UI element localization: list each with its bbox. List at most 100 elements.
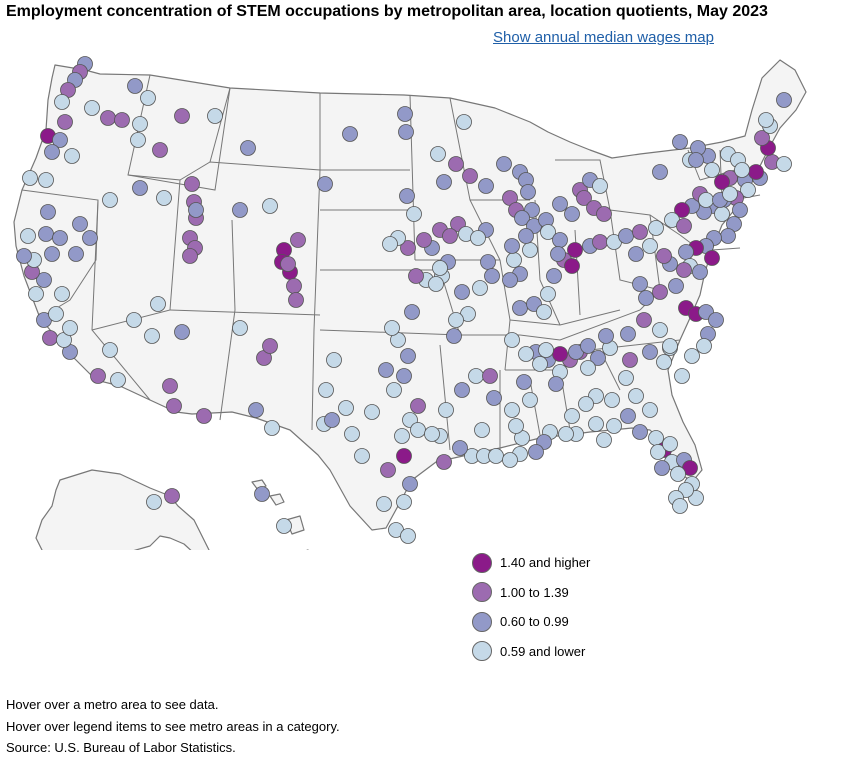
- metro-point-mid-high[interactable]: [676, 218, 692, 234]
- metro-point-high[interactable]: [552, 346, 568, 362]
- metro-point-high[interactable]: [704, 250, 720, 266]
- metro-point-mid-low[interactable]: [732, 202, 748, 218]
- metro-point-low[interactable]: [20, 228, 36, 244]
- metro-point-mid-high[interactable]: [42, 330, 58, 346]
- metro-point-low[interactable]: [776, 156, 792, 172]
- metro-point-low[interactable]: [618, 370, 634, 386]
- metro-point-mid-high[interactable]: [448, 156, 464, 172]
- metro-point-mid-low[interactable]: [638, 290, 654, 306]
- metro-point-mid-high[interactable]: [622, 352, 638, 368]
- metro-point-mid-high[interactable]: [592, 234, 608, 250]
- metro-point-mid-low[interactable]: [516, 374, 532, 390]
- legend-item-low[interactable]: 0.59 and lower: [472, 637, 590, 667]
- metro-point-low[interactable]: [684, 348, 700, 364]
- metro-point-low[interactable]: [376, 496, 392, 512]
- metro-point-mid-high[interactable]: [114, 112, 130, 128]
- metro-point-high[interactable]: [714, 174, 730, 190]
- metro-point-low[interactable]: [564, 408, 580, 424]
- metro-point-mid-low[interactable]: [528, 444, 544, 460]
- metro-point-mid-low[interactable]: [232, 202, 248, 218]
- metro-point-low[interactable]: [326, 352, 342, 368]
- metro-point-mid-low[interactable]: [402, 476, 418, 492]
- metro-point-low[interactable]: [146, 494, 162, 510]
- metro-point-mid-low[interactable]: [502, 272, 518, 288]
- metro-point-mid-low[interactable]: [398, 124, 414, 140]
- metro-point-mid-high[interactable]: [482, 368, 498, 384]
- metro-point-low[interactable]: [318, 382, 334, 398]
- metro-point-mid-high[interactable]: [90, 368, 106, 384]
- metro-point-low[interactable]: [110, 372, 126, 388]
- metro-point-low[interactable]: [522, 242, 538, 258]
- metro-point-mid-low[interactable]: [632, 276, 648, 292]
- metro-point-mid-high[interactable]: [676, 262, 692, 278]
- metro-point-low[interactable]: [596, 432, 612, 448]
- metro-point-low[interactable]: [470, 230, 486, 246]
- metro-point-mid-low[interactable]: [44, 144, 60, 160]
- metro-point-low[interactable]: [674, 368, 690, 384]
- metro-point-low[interactable]: [518, 346, 534, 362]
- metro-point-low[interactable]: [62, 320, 78, 336]
- metro-point-low[interactable]: [48, 306, 64, 322]
- metro-point-mid-high[interactable]: [380, 462, 396, 478]
- metro-point-mid-low[interactable]: [514, 210, 530, 226]
- metro-point-low[interactable]: [22, 170, 38, 186]
- metro-point-low[interactable]: [432, 260, 448, 276]
- metro-point-low[interactable]: [662, 436, 678, 452]
- metro-point-mid-low[interactable]: [40, 204, 56, 220]
- metro-point-mid-high[interactable]: [462, 168, 478, 184]
- metro-point-high[interactable]: [674, 202, 690, 218]
- metro-point-mid-high[interactable]: [408, 268, 424, 284]
- metro-point-mid-low[interactable]: [512, 300, 528, 316]
- metro-point-low[interactable]: [400, 528, 416, 544]
- metro-point-mid-low[interactable]: [552, 196, 568, 212]
- metro-point-low[interactable]: [642, 402, 658, 418]
- metro-point-low[interactable]: [656, 354, 672, 370]
- metro-point-mid-high[interactable]: [196, 408, 212, 424]
- metro-point-mid-high[interactable]: [596, 206, 612, 222]
- metro-point-mid-low[interactable]: [548, 376, 564, 392]
- metro-point-mid-low[interactable]: [518, 228, 534, 244]
- metro-point-mid-high[interactable]: [636, 312, 652, 328]
- metro-point-low[interactable]: [652, 322, 668, 338]
- metro-point-low[interactable]: [102, 192, 118, 208]
- metro-point-low[interactable]: [588, 416, 604, 432]
- metro-point-low[interactable]: [472, 280, 488, 296]
- metro-point-mid-low[interactable]: [132, 180, 148, 196]
- metro-point-low[interactable]: [740, 182, 756, 198]
- metro-point-mid-high[interactable]: [164, 488, 180, 504]
- metro-point-mid-low[interactable]: [692, 264, 708, 280]
- metro-point-mid-low[interactable]: [400, 348, 416, 364]
- metro-point-mid-high[interactable]: [184, 176, 200, 192]
- metro-point-mid-low[interactable]: [552, 232, 568, 248]
- metro-point-low[interactable]: [538, 342, 554, 358]
- metro-point-mid-high[interactable]: [754, 130, 770, 146]
- metro-point-mid-low[interactable]: [52, 230, 68, 246]
- metro-point-mid-low[interactable]: [590, 350, 606, 366]
- metro-point-mid-high[interactable]: [288, 292, 304, 308]
- metro-point-mid-low[interactable]: [324, 412, 340, 428]
- metro-point-low[interactable]: [132, 116, 148, 132]
- metro-point-mid-low[interactable]: [68, 246, 84, 262]
- metro-point-mid-low[interactable]: [668, 278, 684, 294]
- metro-point-low[interactable]: [606, 418, 622, 434]
- metro-point-mid-high[interactable]: [416, 232, 432, 248]
- metro-point-low[interactable]: [394, 428, 410, 444]
- metro-point-mid-low[interactable]: [620, 326, 636, 342]
- metro-point-mid-high[interactable]: [656, 248, 672, 264]
- metro-point-low[interactable]: [714, 206, 730, 222]
- metro-point-low[interactable]: [54, 94, 70, 110]
- metro-point-mid-low[interactable]: [598, 328, 614, 344]
- metro-point-mid-low[interactable]: [564, 206, 580, 222]
- metro-point-low[interactable]: [396, 494, 412, 510]
- metro-point-low[interactable]: [536, 304, 552, 320]
- metro-point-mid-high[interactable]: [290, 232, 306, 248]
- metro-point-high[interactable]: [396, 448, 412, 464]
- metro-point-mid-low[interactable]: [342, 126, 358, 142]
- metro-point-low[interactable]: [232, 320, 248, 336]
- wages-map-link[interactable]: Show annual median wages map: [493, 29, 714, 46]
- metro-point-low[interactable]: [38, 172, 54, 188]
- metro-point-mid-low[interactable]: [240, 140, 256, 156]
- metro-point-mid-low[interactable]: [672, 134, 688, 150]
- metro-point-low[interactable]: [126, 312, 142, 328]
- metro-point-low[interactable]: [207, 108, 223, 124]
